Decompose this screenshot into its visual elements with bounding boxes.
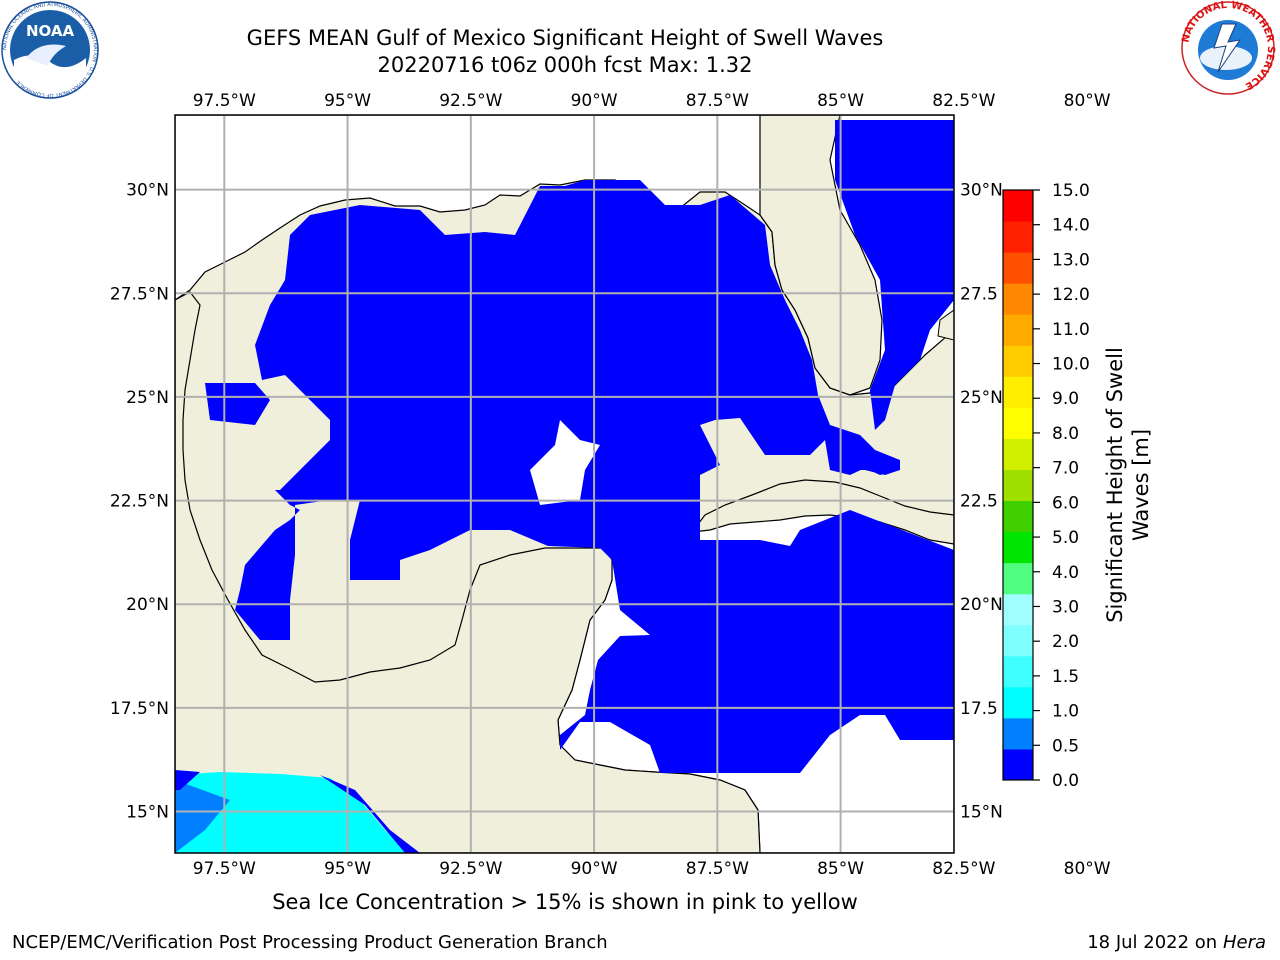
cuba-land xyxy=(690,479,954,545)
colorbar-label-group: Significant Height of Swell Waves [m] xyxy=(1103,347,1153,623)
colorbar-swatch-18 xyxy=(1003,190,1033,222)
colorbar xyxy=(1002,189,1034,781)
colorbar-swatch-6 xyxy=(1003,562,1033,595)
pacific-swell-blue xyxy=(175,780,230,853)
colorbar-swatch-16 xyxy=(1003,252,1033,284)
lon-ticks-top: 97.5°W 95°W 92.5°W 90°W 87.5°W 85°W 82.5°W 80°W xyxy=(193,91,1111,111)
colorbar-frame xyxy=(1002,189,1034,781)
lat-tick-right-2: 25°N xyxy=(960,388,1003,408)
colorbar-swatch-3 xyxy=(1003,655,1033,688)
lat-tick-left-4: 20°N xyxy=(126,595,169,615)
colorbar-swatch-5 xyxy=(1003,593,1033,626)
lat-tick-right-4: 20°N xyxy=(960,595,1003,615)
colorbar-swatch-2 xyxy=(1003,686,1033,719)
gridlines xyxy=(175,115,954,853)
chart-subtitle: 20220716 t06z 000h fcst Max: 1.32 xyxy=(377,53,753,77)
lon-tick-top-2: 92.5°W xyxy=(439,91,502,111)
colorbar-tick-8: 6.0 xyxy=(1052,493,1079,513)
lon-tick-bottom-0: 97.5°W xyxy=(193,859,256,879)
noaa-badge: NOAA xyxy=(26,22,75,40)
colorbar-swatch-1 xyxy=(1003,717,1033,750)
lon-tick-top-4: 87.5°W xyxy=(686,91,749,111)
lat-tick-left-6: 15°N xyxy=(126,803,169,823)
colorbar-swatch-17 xyxy=(1003,221,1033,253)
colorbar-tick-5: 3.0 xyxy=(1052,597,1079,617)
colorbar-swatch-12 xyxy=(1003,376,1033,408)
lon-tick-top-6: 82.5°W xyxy=(932,91,995,111)
footer-date: 18 Jul 2022 on Hera xyxy=(1087,932,1266,953)
colorbar-tick-12: 10.0 xyxy=(1052,355,1090,375)
colorbar-tick-10: 8.0 xyxy=(1052,424,1079,444)
colorbar-tick-0: 0.0 xyxy=(1052,771,1079,791)
colorbar-tick-6: 4.0 xyxy=(1052,563,1079,583)
footer-credit: NCEP/EMC/Verification Post Processing Pr… xyxy=(12,932,608,953)
colorbar-label-line1: Significant Height of Swell xyxy=(1103,347,1127,623)
nws-logo: NATIONAL WEATHER SERVICE xyxy=(1180,0,1276,95)
colorbar-swatch-8 xyxy=(1003,500,1033,533)
colorbar-label-line2: Waves [m] xyxy=(1129,429,1153,541)
lat-ticks-right: 30°N 27.5 25°N 22.5 20°N 17.5 15°N xyxy=(960,181,1003,823)
colorbar-swatch-9 xyxy=(1003,469,1033,502)
colorbar-swatch-14 xyxy=(1003,314,1033,346)
colorbar-tick-13: 11.0 xyxy=(1052,320,1090,340)
colorbar-swatch-0 xyxy=(1003,748,1033,781)
lat-tick-right-3: 22.5 xyxy=(960,492,998,512)
lat-tick-right-1: 27.5 xyxy=(960,284,998,304)
colorbar-tick-14: 12.0 xyxy=(1052,285,1090,305)
colorbar-tick-15: 13.0 xyxy=(1052,250,1090,270)
bahamas-land xyxy=(937,309,954,341)
swell-field-0-0.5 xyxy=(205,120,954,773)
colorbar-tick-1: 0.5 xyxy=(1052,736,1079,756)
lon-tick-bottom-1: 95°W xyxy=(324,859,371,879)
colorbar-tick-2: 1.0 xyxy=(1052,702,1079,722)
colorbar-ticks: 0.0 0.5 1.0 1.5 2.0 3.0 4.0 5.0 6.0 7.0 8.0 9.0 10.0… xyxy=(1033,181,1090,791)
lat-tick-right-5: 17.5 xyxy=(960,699,998,719)
colorbar-swatch-7 xyxy=(1003,531,1033,564)
colorbar-tick-16: 14.0 xyxy=(1052,216,1090,236)
lat-tick-left-5: 17.5°N xyxy=(110,699,169,719)
noaa-logo: NOAA NATIONAL OCEANIC AND ATMOSPHERIC AD… xyxy=(1,1,99,99)
lon-tick-top-0: 97.5°W xyxy=(193,91,256,111)
lon-tick-bottom-3: 90°W xyxy=(571,859,618,879)
colorbar-tick-11: 9.0 xyxy=(1052,389,1079,409)
sea-ice-note: Sea Ice Concentration > 15% is shown in … xyxy=(272,890,858,914)
colorbar-tick-7: 5.0 xyxy=(1052,528,1079,548)
colorbar-swatch-11 xyxy=(1003,407,1033,439)
colorbar-swatch-4 xyxy=(1003,624,1033,657)
map-frame xyxy=(174,114,955,854)
lon-tick-top-1: 95°W xyxy=(324,91,371,111)
colorbar-tick-4: 2.0 xyxy=(1052,632,1079,652)
chart-title: GEFS MEAN Gulf of Mexico Significant Hei… xyxy=(246,26,884,50)
colorbar-swatch-10 xyxy=(1003,438,1033,470)
gulf-west-coast xyxy=(175,291,761,853)
lon-tick-bottom-5: 85°W xyxy=(817,859,864,879)
colorbar-swatch-13 xyxy=(1003,345,1033,377)
lat-tick-right-6: 15°N xyxy=(960,803,1003,823)
lat-tick-left-1: 27.5°N xyxy=(110,284,169,304)
lat-tick-right-0: 30°N xyxy=(960,181,1003,201)
lon-tick-top-3: 90°W xyxy=(571,91,618,111)
lat-ticks-left: 30°N 27.5°N 25°N 22.5°N 20°N 17.5°N 15°N xyxy=(110,181,169,823)
lon-tick-top-7: 80°W xyxy=(1064,91,1111,111)
colorbar-tick-3: 1.5 xyxy=(1052,667,1079,687)
colorbar-swatch-15 xyxy=(1003,283,1033,315)
lon-ticks-bottom: 97.5°W 95°W 92.5°W 90°W 87.5°W 85°W 82.5°W 80°W xyxy=(193,859,1111,879)
footer-date-text: 18 Jul 2022 on xyxy=(1087,932,1218,953)
lat-tick-left-0: 30°N xyxy=(126,181,169,201)
colorbar-tick-17: 15.0 xyxy=(1052,181,1090,201)
footer-host: Hera xyxy=(1222,932,1266,953)
colorbar-tick-9: 7.0 xyxy=(1052,459,1079,479)
lon-tick-bottom-4: 87.5°W xyxy=(686,859,749,879)
lat-tick-left-3: 22.5°N xyxy=(110,492,169,512)
lat-tick-left-2: 25°N xyxy=(126,388,169,408)
lon-tick-bottom-2: 92.5°W xyxy=(439,859,502,879)
lon-tick-top-5: 85°W xyxy=(817,91,864,111)
map-plot-area xyxy=(175,115,954,853)
lon-tick-bottom-7: 80°W xyxy=(1064,859,1111,879)
lon-tick-bottom-6: 82.5°W xyxy=(932,859,995,879)
